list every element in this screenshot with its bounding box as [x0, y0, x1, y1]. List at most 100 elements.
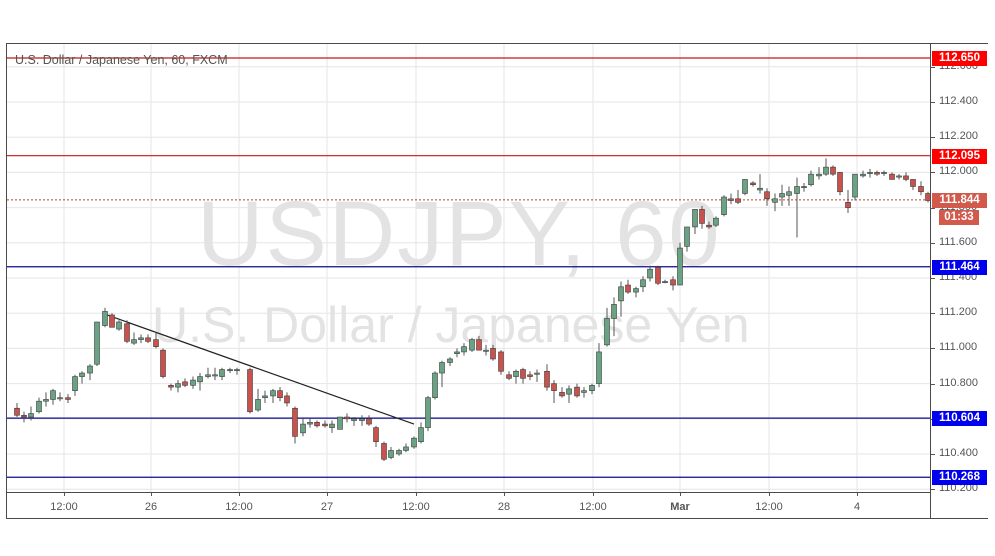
candle — [292, 406, 298, 444]
candle — [837, 172, 843, 196]
candle — [896, 174, 902, 180]
current-price-tag: 111.844 — [932, 192, 987, 208]
candle — [190, 376, 196, 389]
time-tick-mark — [593, 493, 594, 496]
candle — [713, 216, 719, 227]
candle — [94, 321, 100, 366]
candle — [670, 276, 676, 291]
plot-area[interactable]: USDJPY, 60 U.S. Dollar / Japanese Yen U.… — [7, 44, 930, 492]
time-tick-label: 12:00 — [579, 501, 607, 513]
candle — [277, 387, 283, 402]
candle — [581, 387, 587, 398]
resistance-price-tag: 112.095 — [932, 148, 987, 164]
candle — [677, 242, 683, 286]
time-tick-label: 12:00 — [755, 501, 783, 513]
candle — [699, 205, 705, 229]
time-tick-mark — [680, 493, 681, 496]
candle — [403, 443, 409, 453]
time-tick-mark — [239, 493, 240, 496]
time-tick-label: 12:00 — [402, 501, 430, 513]
candle — [14, 402, 20, 418]
candle — [559, 387, 565, 398]
candle — [772, 193, 778, 212]
time-axis[interactable]: 12:00 26 12:00 27 12:00 28 12:00 Mar 12:00 4 — [7, 492, 930, 519]
price-tick-label: 111.000 — [939, 341, 978, 354]
price-tick-label: 110.800 — [939, 376, 978, 389]
candle — [43, 392, 49, 407]
grid-lines — [7, 44, 930, 492]
candle — [852, 173, 858, 201]
time-tick-mark — [327, 493, 328, 496]
candle — [314, 420, 320, 428]
candle — [816, 167, 822, 180]
candle — [373, 425, 379, 447]
candle — [728, 193, 734, 205]
candle — [381, 441, 387, 462]
candle — [786, 186, 792, 206]
candle — [889, 172, 895, 180]
candle — [618, 281, 624, 317]
support-price-tag: 111.464 — [932, 259, 987, 275]
candle — [589, 383, 595, 395]
time-tick-label: 12:00 — [50, 501, 78, 513]
candle — [534, 369, 540, 382]
candle — [175, 380, 181, 393]
candle — [447, 357, 453, 366]
candle — [124, 320, 130, 344]
time-tick-label: 27 — [320, 501, 334, 513]
price-tick-mark — [931, 207, 935, 209]
candle — [874, 170, 880, 176]
candle — [411, 436, 417, 449]
candle — [234, 367, 240, 375]
candle — [270, 388, 276, 403]
countdown-price-tag: 01:33 — [939, 209, 979, 225]
candle — [721, 195, 727, 217]
candle — [483, 344, 489, 356]
price-tick-mark — [931, 137, 935, 139]
candle — [109, 313, 115, 328]
candle — [432, 371, 438, 400]
candle — [205, 367, 211, 379]
candle — [881, 170, 887, 176]
candle — [359, 415, 365, 426]
candle — [604, 307, 610, 347]
candle — [418, 422, 424, 444]
price-tick-label: 110.400 — [939, 447, 978, 459]
price-tick-label: 112.000 — [939, 165, 978, 178]
candle — [706, 221, 712, 229]
candle — [527, 371, 533, 381]
price-tick-mark — [931, 278, 935, 279]
candle — [574, 383, 580, 398]
candle — [910, 179, 916, 190]
time-tick-label: 26 — [144, 501, 158, 513]
resistance-price-tag: 112.650 — [932, 51, 987, 66]
candle — [625, 279, 631, 294]
candle — [476, 336, 482, 351]
candle — [513, 369, 519, 384]
candle — [87, 364, 93, 381]
candle — [830, 165, 836, 176]
candle — [454, 348, 460, 358]
candle — [138, 334, 144, 344]
price-tick-mark — [931, 454, 935, 455]
candle — [72, 374, 78, 396]
price-tick-mark — [931, 489, 935, 491]
candle — [490, 344, 496, 361]
candle — [153, 332, 159, 349]
candle — [322, 420, 328, 428]
time-tick-label: Mar — [670, 501, 690, 513]
candlesticks — [14, 158, 930, 462]
candle — [742, 179, 748, 196]
candle — [808, 170, 814, 187]
candle — [566, 385, 572, 403]
candle — [692, 209, 698, 234]
price-axis[interactable]: 112.600112.400112.200112.000111.800111.6… — [930, 44, 988, 518]
time-tick-label: 4 — [853, 501, 861, 513]
candle — [823, 158, 829, 176]
candle — [50, 388, 56, 405]
chart-title: U.S. Dollar / Japanese Yen, 60, FXCM — [15, 53, 228, 67]
price-tick-mark — [931, 242, 935, 244]
candle — [388, 446, 394, 460]
candle — [21, 411, 27, 423]
time-tick-mark — [64, 493, 65, 496]
